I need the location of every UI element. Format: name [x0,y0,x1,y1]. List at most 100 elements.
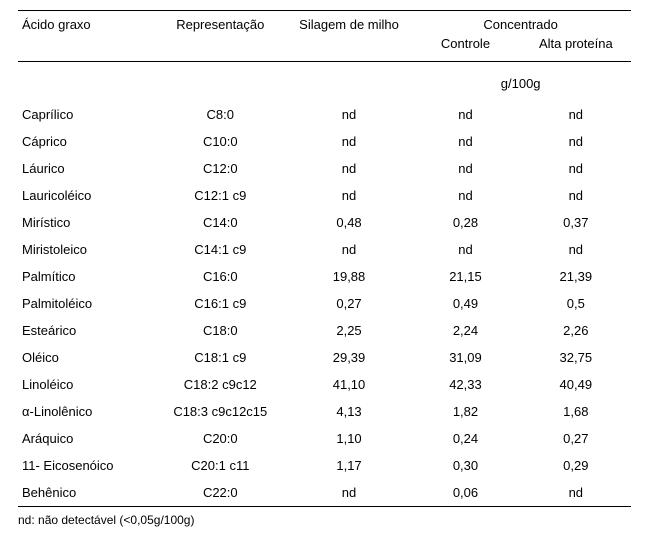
cell-controle: 0,28 [410,209,520,236]
table-row: MiristoleicoC14:1 c9ndndnd [18,236,631,263]
cell-rep: C18:0 [153,317,288,344]
cell-alta: nd [521,479,631,507]
table-row: PalmíticoC16:019,8821,1521,39 [18,263,631,290]
cell-silagem: 19,88 [288,263,411,290]
table-row: OléicoC18:1 c929,3931,0932,75 [18,344,631,371]
table-row: α-LinolênicoC18:3 c9c12c154,131,821,68 [18,398,631,425]
cell-name: Palmítico [18,263,153,290]
header-concentrado: Concentrado [410,11,631,35]
table-row: CápricoC10:0ndndnd [18,128,631,155]
cell-silagem: nd [288,101,411,128]
table-row: PalmitoléicoC16:1 c90,270,490,5 [18,290,631,317]
cell-alta: nd [521,155,631,182]
cell-name: 11- Eicosenóico [18,452,153,479]
cell-alta: 2,26 [521,317,631,344]
cell-controle: 21,15 [410,263,520,290]
cell-rep: C10:0 [153,128,288,155]
cell-name: Aráquico [18,425,153,452]
cell-alta: 40,49 [521,371,631,398]
cell-silagem: 1,17 [288,452,411,479]
cell-name: Miristoleico [18,236,153,263]
cell-silagem: 0,48 [288,209,411,236]
cell-alta: 1,68 [521,398,631,425]
cell-rep: C16:1 c9 [153,290,288,317]
cell-controle: 1,82 [410,398,520,425]
cell-alta: 0,37 [521,209,631,236]
header-representacao: Representação [153,11,288,62]
cell-silagem: nd [288,479,411,507]
header-acido-graxo: Ácido graxo [18,11,153,62]
cell-name: Palmitoléico [18,290,153,317]
cell-rep: C22:0 [153,479,288,507]
cell-controle: 31,09 [410,344,520,371]
cell-name: Linoléico [18,371,153,398]
cell-silagem: nd [288,236,411,263]
header-controle: Controle [410,34,520,62]
cell-name: Caprílico [18,101,153,128]
cell-controle: 0,24 [410,425,520,452]
cell-controle: 0,06 [410,479,520,507]
cell-name: Cáprico [18,128,153,155]
fatty-acid-table: Ácido graxo Representação Silagem de mil… [18,10,631,507]
cell-alta: nd [521,236,631,263]
cell-name: α-Linolênico [18,398,153,425]
footnote: nd: não detectável (<0,05g/100g) [18,507,631,527]
table-row: AráquicoC20:01,100,240,27 [18,425,631,452]
cell-alta: nd [521,128,631,155]
cell-controle: 0,49 [410,290,520,317]
cell-rep: C18:2 c9c12 [153,371,288,398]
cell-controle: nd [410,155,520,182]
cell-rep: C20:1 c11 [153,452,288,479]
cell-silagem: 2,25 [288,317,411,344]
cell-rep: C20:0 [153,425,288,452]
table-row: LinoléicoC18:2 c9c1241,1042,3340,49 [18,371,631,398]
cell-silagem: 0,27 [288,290,411,317]
cell-controle: nd [410,128,520,155]
cell-name: Lauricoléico [18,182,153,209]
cell-controle: 0,30 [410,452,520,479]
cell-silagem: 29,39 [288,344,411,371]
table-row: CaprílicoC8:0ndndnd [18,101,631,128]
cell-controle: 42,33 [410,371,520,398]
unit-label: g/100g [410,62,631,102]
cell-silagem: 41,10 [288,371,411,398]
table-body: g/100g CaprílicoC8:0ndndndCápricoC10:0nd… [18,62,631,507]
cell-silagem: 4,13 [288,398,411,425]
table-row: LauricoléicoC12:1 c9ndndnd [18,182,631,209]
cell-rep: C18:1 c9 [153,344,288,371]
header-silagem: Silagem de milho [288,11,411,62]
cell-silagem: nd [288,155,411,182]
cell-controle: 2,24 [410,317,520,344]
cell-rep: C18:3 c9c12c15 [153,398,288,425]
cell-name: Esteárico [18,317,153,344]
cell-silagem: nd [288,182,411,209]
cell-name: Oléico [18,344,153,371]
cell-rep: C12:0 [153,155,288,182]
header-alta-proteina: Alta proteína [521,34,631,62]
cell-silagem: nd [288,128,411,155]
cell-rep: C8:0 [153,101,288,128]
table-row: 11- EicosenóicoC20:1 c111,170,300,29 [18,452,631,479]
cell-rep: C16:0 [153,263,288,290]
cell-alta: 0,27 [521,425,631,452]
cell-alta: 0,5 [521,290,631,317]
cell-rep: C14:0 [153,209,288,236]
table-row: LáuricoC12:0ndndnd [18,155,631,182]
cell-silagem: 1,10 [288,425,411,452]
table-row: EsteáricoC18:02,252,242,26 [18,317,631,344]
cell-controle: nd [410,182,520,209]
table-row: MirísticoC14:00,480,280,37 [18,209,631,236]
cell-name: Láurico [18,155,153,182]
cell-name: Behênico [18,479,153,507]
cell-controle: nd [410,236,520,263]
cell-alta: 0,29 [521,452,631,479]
cell-name: Mirístico [18,209,153,236]
cell-rep: C12:1 c9 [153,182,288,209]
table-row: BehênicoC22:0nd0,06nd [18,479,631,507]
cell-alta: nd [521,101,631,128]
cell-alta: nd [521,182,631,209]
cell-controle: nd [410,101,520,128]
cell-alta: 21,39 [521,263,631,290]
cell-rep: C14:1 c9 [153,236,288,263]
cell-alta: 32,75 [521,344,631,371]
